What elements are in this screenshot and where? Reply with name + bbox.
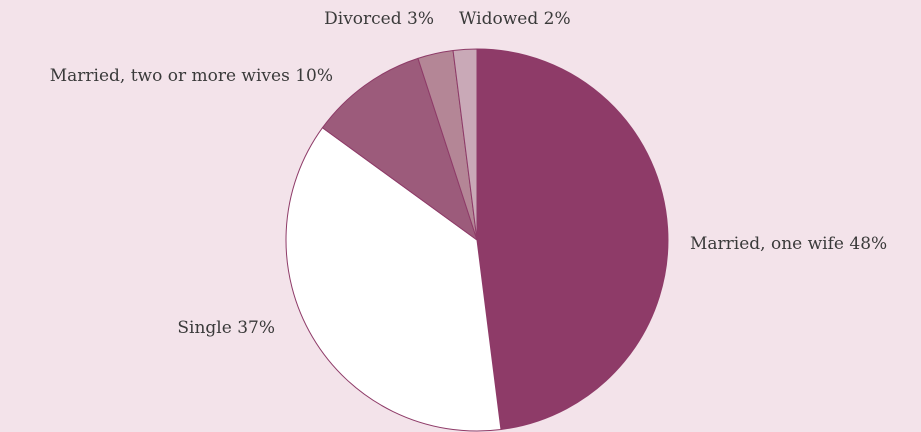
slice-married-one-wife	[476, 48, 669, 430]
label-single: Single 37%	[177, 318, 275, 338]
slice-widowed	[452, 48, 478, 241]
slice-single	[285, 127, 502, 432]
slice-married-two-or-more-wives	[321, 57, 478, 241]
label-married-one-wife: Married, one wife 48%	[690, 234, 887, 254]
label-divorced: Divorced 3%	[324, 9, 434, 29]
label-married-two-or-more-wives: Married, two or more wives 10%	[50, 66, 333, 86]
pie-labels: Married, one wife 48% Single 37% Married…	[50, 9, 887, 338]
pie-slices	[285, 48, 669, 432]
label-widowed: Widowed 2%	[459, 9, 571, 29]
